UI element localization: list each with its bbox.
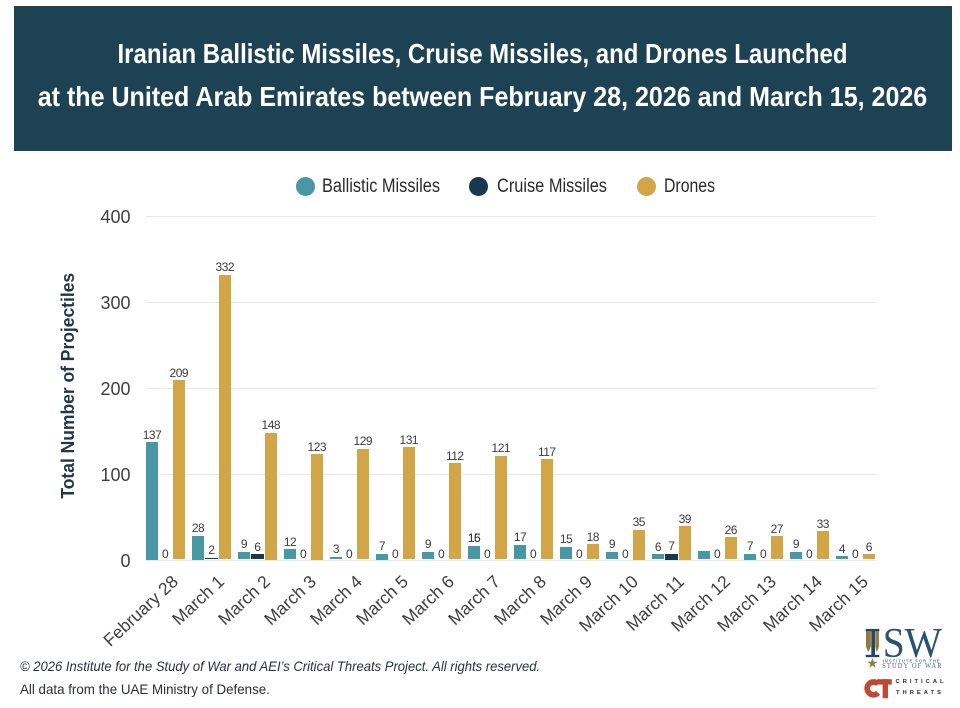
svg-text:SW: SW xyxy=(883,620,943,667)
svg-text:THREATS: THREATS xyxy=(896,690,944,696)
svg-text:STUDY OF WAR: STUDY OF WAR xyxy=(882,663,943,670)
svg-text:INSTITUTE FOR THE: INSTITUTE FOR THE xyxy=(883,659,941,664)
svg-text:CRITICAL: CRITICAL xyxy=(896,679,947,685)
